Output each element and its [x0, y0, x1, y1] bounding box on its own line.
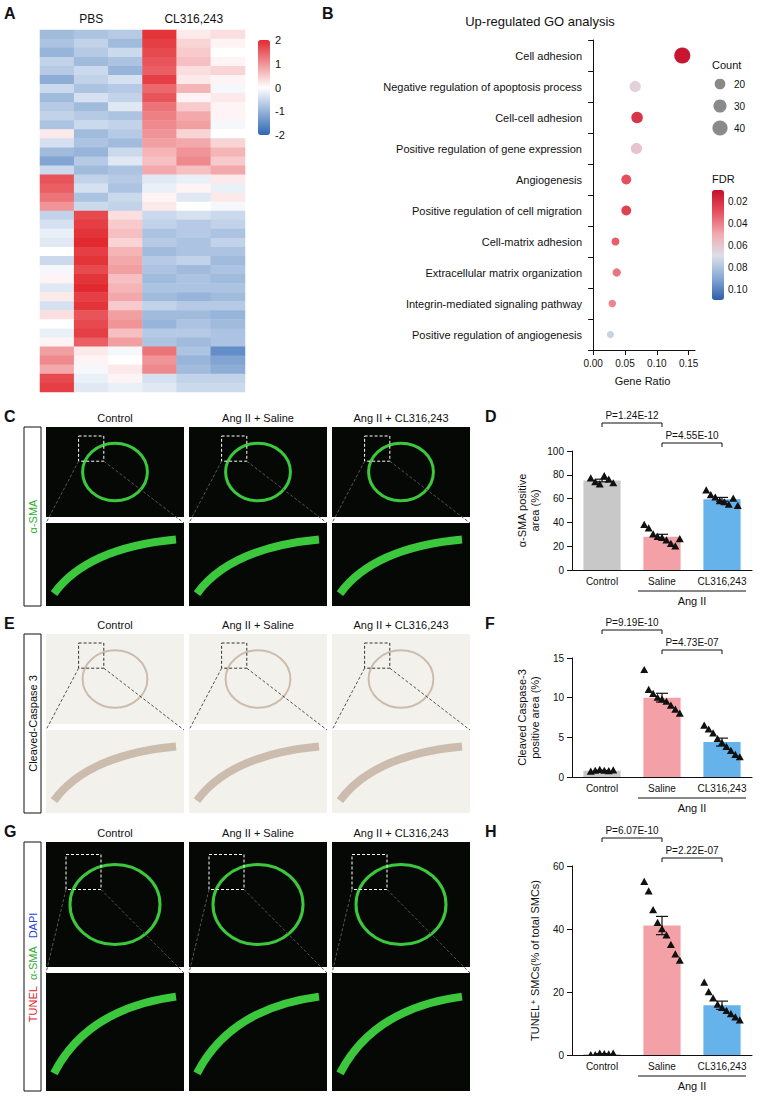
svg-text:P=4.55E-10: P=4.55E-10 [665, 430, 719, 441]
svg-text:20: 20 [734, 79, 746, 90]
svg-text:15: 15 [553, 653, 565, 664]
svg-text:F: F [485, 615, 495, 632]
svg-text:α-SMA: α-SMA [27, 499, 39, 534]
svg-text:0.10: 0.10 [647, 358, 667, 369]
svg-text:Control: Control [586, 1061, 618, 1072]
svg-text:Ang II: Ang II [678, 595, 707, 607]
svg-text:Negative regulation of apoptos: Negative regulation of apoptosis process [383, 81, 582, 93]
svg-text:60: 60 [553, 861, 565, 872]
svg-text:60: 60 [553, 493, 565, 504]
svg-text:20: 20 [553, 987, 565, 998]
svg-text:40: 40 [553, 924, 565, 935]
svg-text:Count: Count [712, 59, 741, 71]
svg-text:Ang II + CL316,243: Ang II + CL316,243 [353, 619, 448, 631]
svg-text:0: 0 [275, 82, 281, 94]
svg-text:Positive regulation of gene ex: Positive regulation of gene expression [396, 143, 582, 155]
svg-text:Positive regulation of cell mi: Positive regulation of cell migration [412, 205, 582, 217]
svg-text:FDR: FDR [712, 173, 735, 185]
svg-text:0: 0 [558, 565, 564, 576]
svg-text:0.04: 0.04 [728, 218, 748, 229]
svg-text:CL316,243: CL316,243 [164, 12, 223, 26]
svg-text:TUNEL⁺ SMCs(% of total SMCs): TUNEL⁺ SMCs(% of total SMCs) [529, 880, 541, 1041]
svg-text:10: 10 [553, 692, 565, 703]
svg-text:0: 0 [558, 772, 564, 783]
svg-text:-1: -1 [275, 105, 285, 117]
svg-text:Saline: Saline [648, 576, 676, 587]
svg-text:Gene Ratio: Gene Ratio [615, 375, 671, 387]
svg-text:Ang II + Saline: Ang II + Saline [222, 827, 294, 839]
svg-text:PBS: PBS [79, 12, 103, 26]
svg-text:TUNEL: TUNEL [27, 986, 39, 1022]
svg-text:Cell-cell adhesion: Cell-cell adhesion [495, 112, 582, 124]
svg-text:P=1.24E-12: P=1.24E-12 [605, 410, 659, 421]
svg-text:Control: Control [97, 827, 132, 839]
svg-text:2: 2 [275, 34, 281, 46]
svg-text:Saline: Saline [648, 1061, 676, 1072]
svg-text:Control: Control [586, 783, 618, 794]
svg-text:E: E [4, 615, 15, 632]
svg-text:0.08: 0.08 [728, 262, 748, 273]
svg-text:Ang II: Ang II [678, 1080, 707, 1092]
svg-text:Control: Control [97, 619, 132, 631]
svg-text:0.15: 0.15 [679, 358, 699, 369]
svg-text:Angiogenesis: Angiogenesis [516, 174, 583, 186]
svg-text:CL316,243: CL316,243 [698, 783, 747, 794]
svg-text:40: 40 [553, 517, 565, 528]
svg-text:α-SMA: α-SMA [27, 946, 39, 981]
svg-text:Ang II: Ang II [678, 802, 707, 814]
svg-text:Cell-matrix adhesion: Cell-matrix adhesion [482, 236, 582, 248]
svg-text:30: 30 [734, 101, 746, 112]
svg-text:α-SMA positive: α-SMA positive [516, 474, 528, 548]
svg-text:40: 40 [734, 123, 746, 134]
svg-text:Control: Control [586, 576, 618, 587]
svg-text:Ang II + CL316,243: Ang II + CL316,243 [353, 827, 448, 839]
svg-text:positive area (%): positive area (%) [529, 676, 541, 759]
svg-text:-2: -2 [275, 129, 285, 141]
svg-text:P=6.07E-10: P=6.07E-10 [605, 825, 659, 836]
svg-text:0.10: 0.10 [728, 284, 748, 295]
svg-text:Cleaved Caspase-3: Cleaved Caspase-3 [516, 669, 528, 766]
svg-text:0.00: 0.00 [583, 358, 603, 369]
svg-text:Integrin-mediated signaling pa: Integrin-mediated signaling pathway [406, 298, 583, 310]
svg-text:0: 0 [558, 1050, 564, 1061]
svg-text:Extracellular matrix organizat: Extracellular matrix organization [425, 267, 582, 279]
svg-text:A: A [4, 5, 16, 22]
svg-text:P=2.22E-07: P=2.22E-07 [665, 845, 719, 856]
svg-text:0.05: 0.05 [615, 358, 635, 369]
svg-text:Saline: Saline [648, 783, 676, 794]
svg-text:P=4.73E-07: P=4.73E-07 [665, 637, 719, 648]
svg-text:20: 20 [553, 541, 565, 552]
svg-text:Up-regulated GO analysis: Up-regulated GO analysis [465, 14, 615, 29]
svg-text:1: 1 [275, 58, 281, 70]
svg-text:CL316,243: CL316,243 [698, 1061, 747, 1072]
svg-text:P=9.19E-10: P=9.19E-10 [605, 617, 659, 628]
svg-text:C: C [4, 408, 16, 425]
svg-text:5: 5 [558, 732, 564, 743]
svg-text:Control: Control [97, 412, 132, 424]
svg-text:Ang II + CL316,243: Ang II + CL316,243 [353, 412, 448, 424]
svg-text:Ang II + Saline: Ang II + Saline [222, 412, 294, 424]
svg-text:Positive regulation of angioge: Positive regulation of angiogenesis [412, 329, 583, 341]
svg-text:0.06: 0.06 [728, 240, 748, 251]
svg-text:DAPI: DAPI [27, 913, 39, 939]
svg-text:CL316,243: CL316,243 [698, 576, 747, 587]
svg-text:Ang II + Saline: Ang II + Saline [222, 619, 294, 631]
svg-text:H: H [485, 823, 497, 840]
svg-text:0.02: 0.02 [728, 196, 748, 207]
svg-text:80: 80 [553, 469, 565, 480]
svg-text:area (%): area (%) [529, 489, 541, 531]
svg-text:100: 100 [547, 446, 564, 457]
svg-text:B: B [322, 5, 334, 22]
svg-text:D: D [485, 408, 497, 425]
svg-text:G: G [4, 823, 16, 840]
svg-text:Cell adhesion: Cell adhesion [515, 50, 582, 62]
svg-text:Cleaved-Caspase 3: Cleaved-Caspase 3 [27, 675, 39, 772]
